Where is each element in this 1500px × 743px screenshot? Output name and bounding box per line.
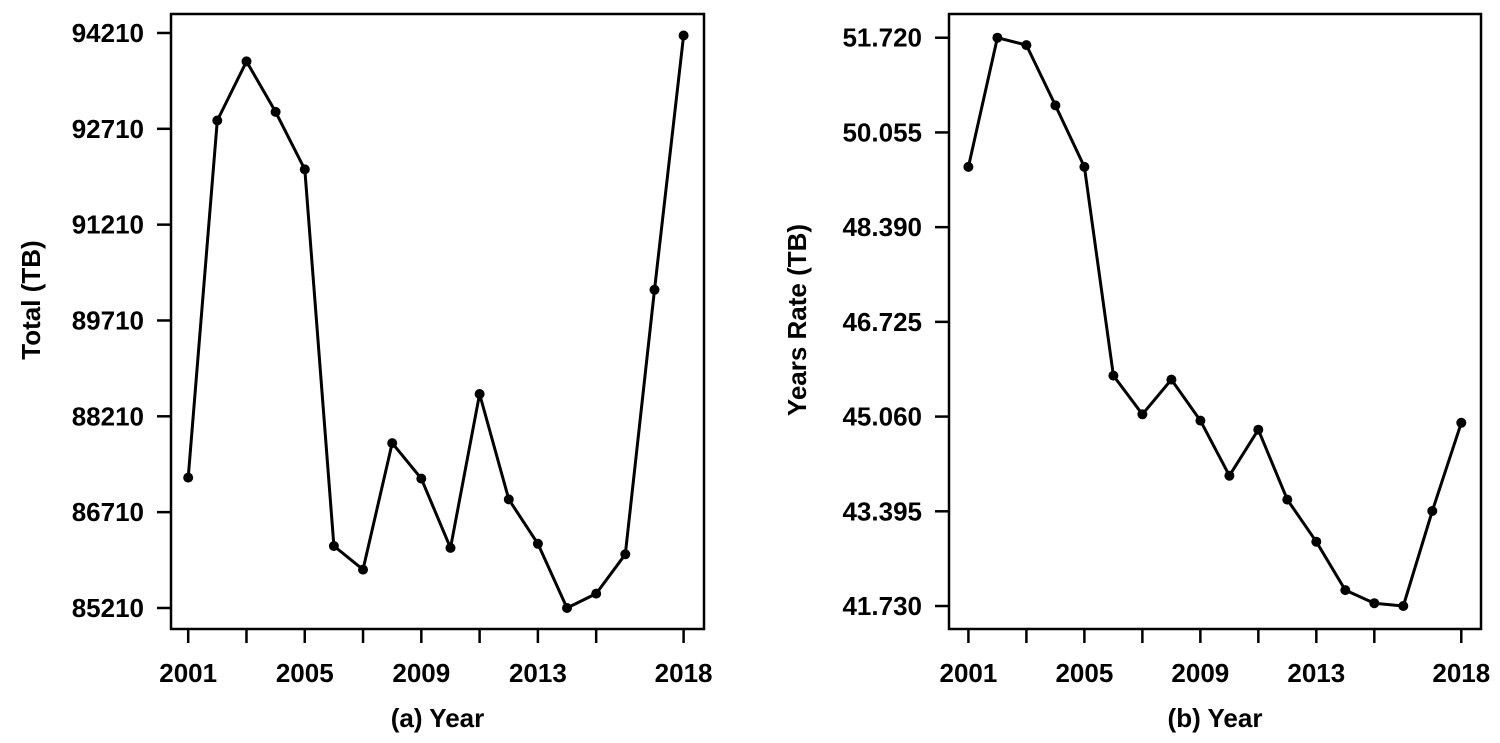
panel-a-data-point bbox=[212, 115, 223, 126]
panel-b-y-axis-label: Years Rate (TB) bbox=[782, 224, 812, 416]
panel-b-data-point bbox=[1456, 417, 1467, 428]
panel-a-y-tick-label: 89710 bbox=[72, 305, 144, 335]
panel-a-data-point bbox=[678, 30, 689, 41]
panel-b-data-point bbox=[1224, 470, 1235, 481]
panel-b-x-tick-label: 2005 bbox=[1055, 658, 1113, 688]
panel-b-data-point bbox=[1282, 494, 1293, 505]
panel-a-plot-box bbox=[169, 12, 706, 631]
panel-b: 2001 2005 2009 2013 2018 41.730 43.395 45.060 46… bbox=[782, 12, 1490, 733]
panel-a-data-point bbox=[591, 588, 602, 599]
panel-b-x-axis-label: (b) Year bbox=[1168, 703, 1263, 733]
panel-b-data-point bbox=[1166, 374, 1177, 385]
panel-a-data-point bbox=[562, 603, 572, 613]
panel-a: 2001 2005 2009 2013 2018 85210 86710 88210 89710… bbox=[16, 12, 713, 733]
panel-a-y-tick-label: 85210 bbox=[72, 593, 144, 623]
panel-a-data-point bbox=[649, 284, 660, 295]
panel-b-data-point bbox=[1427, 506, 1438, 516]
panel-b-y-tick-label: 51.720 bbox=[842, 23, 922, 53]
panel-b-data-point bbox=[1021, 40, 1032, 51]
panel-a-x-tick-label: 2001 bbox=[159, 658, 217, 688]
panel-b-y-tick-label: 50.055 bbox=[842, 117, 922, 147]
panel-b-y-tick-label: 41.730 bbox=[842, 591, 922, 621]
panel-b-data-point bbox=[1311, 536, 1322, 547]
panel-a-y-tick-label: 94210 bbox=[72, 18, 144, 48]
panel-a-data-point bbox=[620, 549, 631, 560]
panel-a-x-tick-label: 2018 bbox=[655, 658, 713, 688]
panel-a-data-point bbox=[532, 538, 543, 549]
panel-b-data-line bbox=[966, 36, 1463, 608]
panel-b-plot-box bbox=[947, 12, 1483, 631]
panel-a-data-point bbox=[183, 472, 194, 483]
panel-a-data-point bbox=[474, 389, 485, 399]
panel-a-data-point bbox=[270, 106, 281, 117]
panel-b-data-point bbox=[1253, 424, 1264, 435]
panel-b-data-point bbox=[963, 161, 974, 172]
panel-b-y-tick-label: 46.725 bbox=[842, 307, 922, 337]
panel-a-data-point bbox=[299, 164, 310, 175]
panel-a-y-axis-label: Total (TB) bbox=[16, 240, 46, 359]
panel-a-data-point bbox=[387, 438, 398, 449]
panel-b-x-tick-label: 2001 bbox=[940, 658, 998, 688]
panel-a-x-tick-label: 2013 bbox=[509, 658, 567, 688]
panel-a-data-point bbox=[503, 494, 514, 505]
panel-a-data-point bbox=[358, 564, 368, 575]
panel-a-data-point bbox=[328, 541, 339, 551]
panel-b-x-tick-label: 2013 bbox=[1287, 658, 1345, 688]
panel-a-y-tick-label: 88210 bbox=[72, 401, 144, 431]
panel-a-x-axis-label: (a) Year bbox=[391, 703, 484, 733]
panel-a-y-tick-label: 86710 bbox=[72, 497, 144, 527]
panel-a-y-tick-label: 92710 bbox=[72, 114, 144, 144]
panel-b-x-tick-label: 2009 bbox=[1171, 658, 1229, 688]
panel-b-y-tick-label: 45.060 bbox=[842, 402, 922, 432]
panel-b-y-tick-label: 48.390 bbox=[842, 212, 922, 242]
panel-a-y-tick-label: 91210 bbox=[72, 210, 144, 240]
panel-a-data-point bbox=[241, 56, 252, 67]
panel-b-data-point bbox=[1398, 601, 1409, 611]
panel-a-x-tick-label: 2005 bbox=[276, 658, 334, 688]
panel-b-data-point bbox=[1137, 409, 1148, 420]
panel-b-data-point bbox=[1108, 370, 1119, 381]
panel-a-data-point bbox=[416, 473, 427, 484]
panel-b-data-point bbox=[1195, 415, 1206, 426]
panel-a-data-line bbox=[186, 34, 686, 610]
panel-a-data-point bbox=[445, 542, 456, 553]
panel-b-data-point bbox=[1369, 598, 1380, 609]
panel-b-data-point bbox=[1050, 100, 1061, 111]
panel-b-data-point bbox=[1340, 585, 1351, 596]
panel-a-x-tick-label: 2009 bbox=[392, 658, 450, 688]
panel-b-y-tick-label: 43.395 bbox=[842, 496, 922, 526]
panel-b-data-point bbox=[1079, 161, 1090, 172]
panel-b-x-tick-label: 2018 bbox=[1432, 658, 1490, 688]
panel-b-data-point bbox=[992, 32, 1003, 43]
